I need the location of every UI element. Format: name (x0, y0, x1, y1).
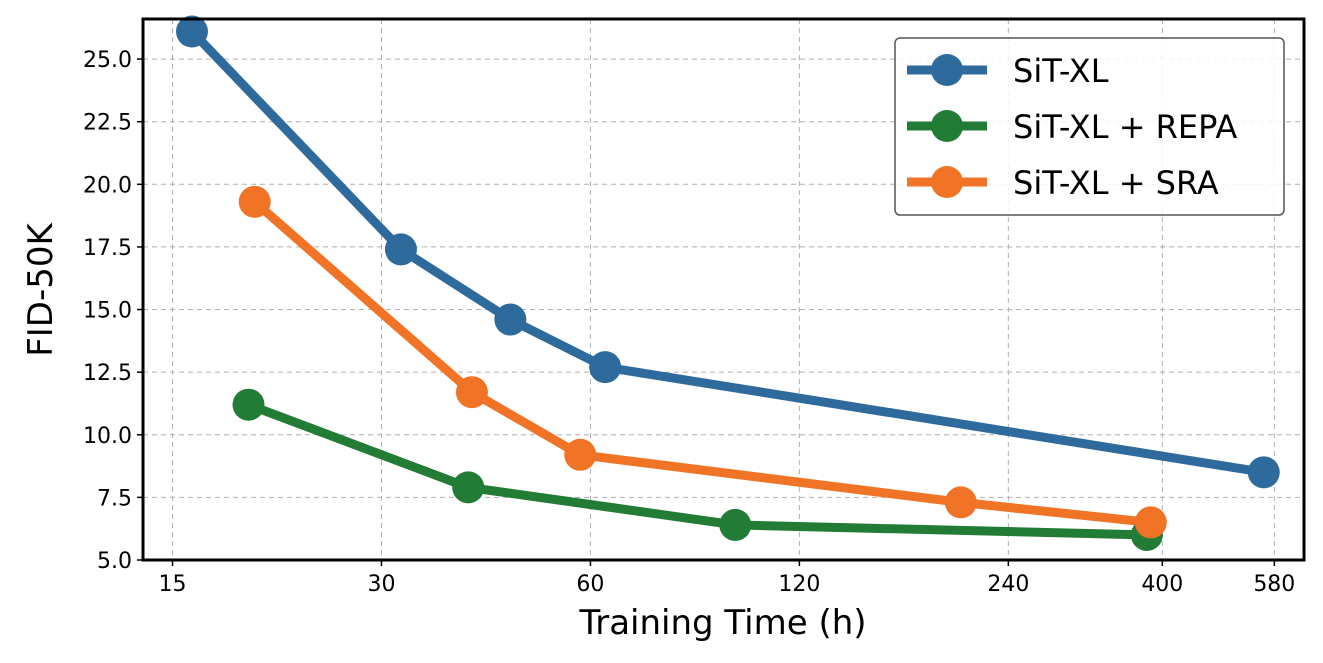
y-tick-label: 20.0 (83, 173, 132, 198)
y-tick-label: 12.5 (83, 361, 132, 386)
data-point (589, 351, 622, 384)
y-tick-label: 25.0 (83, 48, 132, 73)
data-point (1134, 506, 1167, 539)
x-tick-label: 30 (367, 572, 395, 597)
data-point (564, 438, 597, 471)
plot-frame (141, 17, 1306, 562)
legend-marker (931, 54, 963, 86)
data-point (455, 376, 488, 409)
legend-label: SiT-XL + REPA (1013, 108, 1237, 146)
series-layer (175, 15, 1280, 551)
data-point (1247, 456, 1280, 489)
series-2 (238, 185, 1167, 539)
data-point (175, 15, 208, 48)
legend-marker (931, 166, 963, 198)
y-tick-label: 15.0 (83, 299, 132, 324)
y-axis-label: FID-50K (21, 222, 61, 357)
x-tick-label: 120 (778, 572, 820, 597)
legend-label: SiT-XL (1013, 52, 1109, 90)
y-tick-label: 5.0 (97, 549, 132, 574)
x-tick-label: 15 (159, 572, 187, 597)
data-point (384, 233, 417, 266)
series-0 (175, 15, 1280, 489)
legend-marker (931, 110, 963, 142)
y-tick-label: 22.5 (83, 111, 132, 136)
x-axis-label: Training Time (h) (578, 603, 866, 643)
y-tick-label: 7.5 (97, 486, 132, 511)
data-point (238, 185, 271, 218)
data-point (944, 486, 977, 519)
legend-entry: SiT-XL + SRA (907, 164, 1219, 202)
data-point (452, 471, 485, 504)
data-point (494, 303, 527, 336)
y-tick-label: 10.0 (83, 424, 132, 449)
data-point (719, 508, 752, 541)
y-tick-label: 17.5 (83, 236, 132, 261)
legend-entry: SiT-XL + REPA (907, 108, 1237, 146)
x-tick-label: 580 (1253, 572, 1295, 597)
legend-label: SiT-XL + SRA (1013, 164, 1219, 202)
x-tick-label: 240 (987, 572, 1029, 597)
legend-entry: SiT-XL (907, 52, 1109, 90)
axis-ticks: 15 30 60 120 240 400 580 5.0 7.5 10.0 12.5 15.0 17.5… (83, 48, 1295, 597)
x-tick-label: 60 (576, 572, 604, 597)
series-line (244, 400, 1152, 540)
legend-box (894, 37, 1285, 216)
legend: SiT-XL SiT-XL + REPA SiT-XL + SRA (894, 37, 1285, 216)
data-point (232, 388, 265, 421)
x-tick-label: 400 (1141, 572, 1183, 597)
